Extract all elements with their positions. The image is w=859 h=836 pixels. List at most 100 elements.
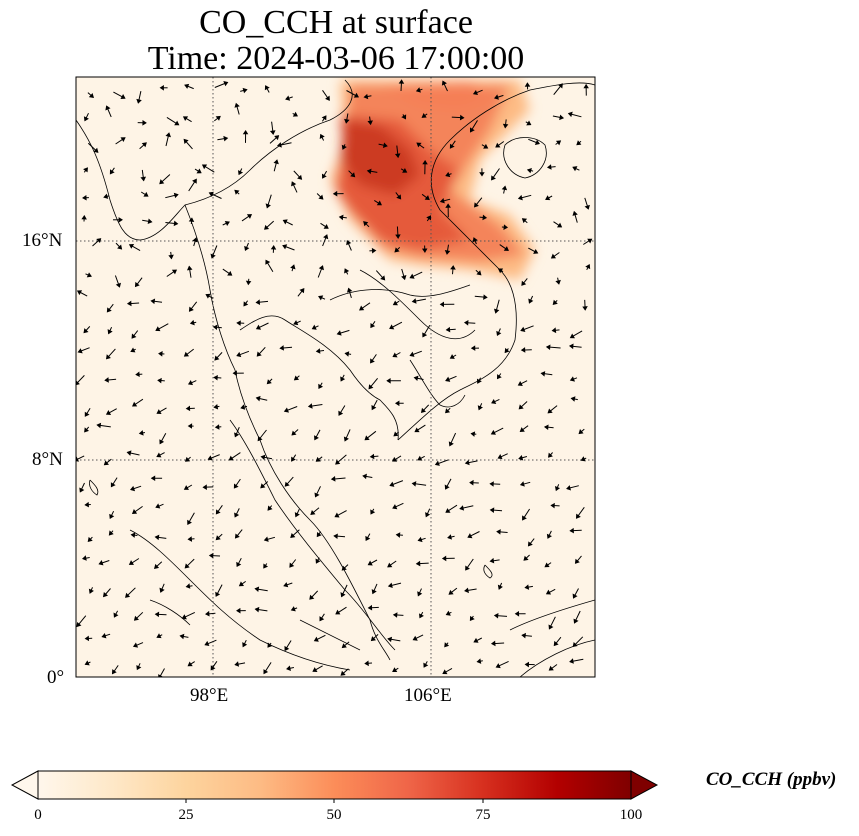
- wind-arrow-head: [393, 431, 399, 437]
- wind-arrow-head: [130, 485, 136, 492]
- wind-arrow-head: [215, 535, 221, 541]
- wind-arrow-head: [234, 533, 240, 539]
- wind-arrow-head: [546, 164, 552, 170]
- wind-arrow-head: [192, 237, 198, 243]
- wind-arrow-head: [183, 138, 189, 144]
- wind-arrow-head: [398, 79, 405, 84]
- wind-arrow-head: [213, 374, 218, 381]
- wind-arrow-head: [242, 129, 249, 135]
- wind-arrow-head: [490, 429, 496, 435]
- wind-arrow-head: [395, 532, 401, 538]
- wind-arrow-head: [269, 130, 276, 136]
- wind-arrow-head: [184, 563, 190, 569]
- wind-arrow-head: [159, 439, 165, 445]
- wind-arrow-head: [279, 345, 284, 351]
- wind-arrow-head: [343, 436, 349, 442]
- wind-arrow-head: [335, 459, 341, 465]
- wind-arrow-head: [426, 215, 431, 221]
- wind-arrow-head: [367, 560, 373, 566]
- wind-arrow-head: [76, 380, 80, 386]
- wind-arrow-head: [131, 509, 138, 514]
- wind-arrow-head: [79, 487, 85, 493]
- wind-arrow-head: [234, 189, 240, 195]
- wind-arrow-head: [187, 519, 192, 526]
- wind-arrow-head: [135, 371, 140, 378]
- wind-arrow-head: [482, 214, 488, 221]
- wind-arrow-head: [165, 132, 171, 138]
- wind-arrow-head: [524, 584, 530, 590]
- wind-arrow-head: [547, 408, 553, 414]
- wind-arrow-head: [370, 358, 375, 364]
- wind-arrow-head: [340, 670, 346, 676]
- wind-arrow-head: [367, 120, 373, 126]
- wind-arrow-head: [422, 159, 428, 165]
- wind-arrow-head: [474, 202, 479, 208]
- wind-arrow-head: [159, 84, 164, 91]
- wind-arrow-head: [265, 203, 271, 209]
- wind-arrow-head: [84, 501, 89, 508]
- wind-arrow-head: [158, 351, 163, 357]
- wind-arrow-head: [570, 396, 576, 402]
- wind-arrow-head: [236, 561, 242, 568]
- wind-arrow-head: [444, 642, 450, 648]
- wind-arrow-head: [392, 667, 398, 672]
- wind-arrow-head: [545, 195, 551, 201]
- wind-arrow-head: [503, 224, 509, 230]
- wind-arrow-head: [185, 405, 191, 412]
- wind-arrow-head: [282, 219, 288, 225]
- wind-arrow-head: [132, 401, 138, 407]
- wind-arrow-head: [142, 119, 147, 126]
- wind-arrow-head: [494, 94, 499, 100]
- wind-arrow-head: [101, 632, 107, 639]
- wind-arrow-head: [519, 427, 525, 432]
- wind-arrow-head: [344, 351, 350, 357]
- wind-arrow-head: [243, 301, 249, 307]
- wind-arrow-head: [319, 616, 325, 622]
- wind-arrow-head: [421, 248, 428, 253]
- map-title: CO_CCH at surface: [199, 4, 473, 41]
- wind-arrow-head: [255, 299, 261, 305]
- wind-arrow-head: [130, 347, 136, 353]
- wind-arrow-head: [518, 404, 524, 410]
- wind-arrow-head: [273, 159, 279, 165]
- wind-arrow-head: [496, 330, 502, 337]
- wind-arrow-head: [156, 409, 162, 415]
- wind-arrow-head: [109, 513, 115, 520]
- wind-arrow-head: [156, 633, 162, 639]
- wind-arrow-head: [332, 190, 338, 197]
- wind-arrow-head: [448, 589, 454, 595]
- wind-arrow-head: [336, 330, 342, 336]
- wind-arrow-head: [489, 481, 494, 487]
- wind-arrow-head: [184, 83, 190, 89]
- wind-arrow-head: [543, 424, 549, 430]
- wind-arrow-head: [104, 377, 109, 383]
- wind-arrow-head: [465, 565, 470, 571]
- wind-arrow-head: [154, 563, 160, 569]
- wind-arrow-head: [394, 400, 400, 407]
- wind-arrow-head: [517, 194, 523, 201]
- wind-arrow-head: [318, 295, 324, 301]
- wind-arrow-head: [546, 533, 552, 539]
- wind-arrow-head: [205, 293, 211, 299]
- wind-arrow-head: [575, 513, 581, 519]
- wind-arrow-head: [325, 95, 330, 101]
- wind-arrow-head: [578, 429, 584, 435]
- wind-arrow-head: [359, 305, 365, 311]
- wind-arrow-head: [389, 324, 395, 330]
- wind-arrow-head: [128, 560, 135, 565]
- wind-arrow-head: [370, 636, 376, 642]
- wind-arrow-head: [553, 640, 559, 647]
- wind-arrow-head: [362, 473, 367, 480]
- wind-arrow-head: [140, 176, 147, 182]
- wind-arrow-head: [83, 167, 88, 173]
- wind-arrow-head: [548, 665, 554, 671]
- wind-arrow-head: [210, 665, 216, 671]
- wind-arrow-head: [353, 92, 360, 98]
- wind-arrow-head: [143, 191, 149, 197]
- wind-arrow-head: [476, 378, 482, 384]
- wind-arrow-head: [84, 660, 90, 666]
- wind-arrow-head: [387, 562, 393, 568]
- co-plume: [330, 80, 535, 280]
- wind-arrow-head: [286, 665, 291, 672]
- wind-arrow-head: [96, 422, 102, 429]
